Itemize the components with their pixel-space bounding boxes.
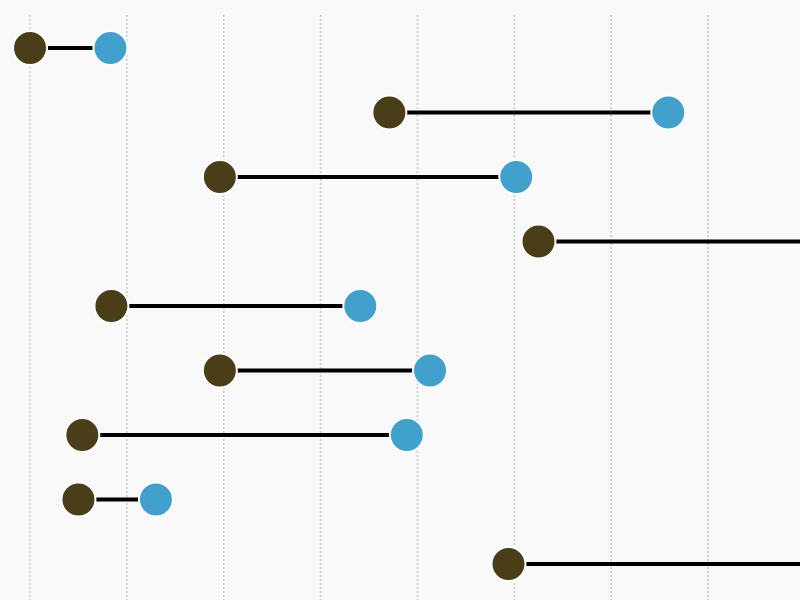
start-point [12,30,49,66]
end-point [92,30,129,66]
end-point [137,481,174,518]
end-point [650,94,687,131]
dumbbell-row-4 [93,288,379,324]
start-point [201,352,238,389]
start-point [201,159,238,195]
end-point [342,288,379,324]
start-point [60,481,97,518]
dumbbell-row-1 [371,94,687,131]
dumbbell-row-0 [12,30,129,66]
end-point [388,417,425,453]
start-point [520,223,557,260]
dumbbell-row-6 [64,417,425,453]
end-point [498,159,535,195]
start-point [490,546,527,582]
start-point [64,417,101,453]
dumbbell-row-5 [201,352,449,389]
end-point [412,352,449,389]
start-point [371,94,408,131]
dumbbell-rows [12,30,800,582]
dumbbell-row-2 [201,159,535,195]
dumbbell-row-8 [490,546,800,582]
start-point [93,288,130,324]
dumbbell-row-7 [60,481,174,518]
dumbbell-row-3 [520,223,800,260]
